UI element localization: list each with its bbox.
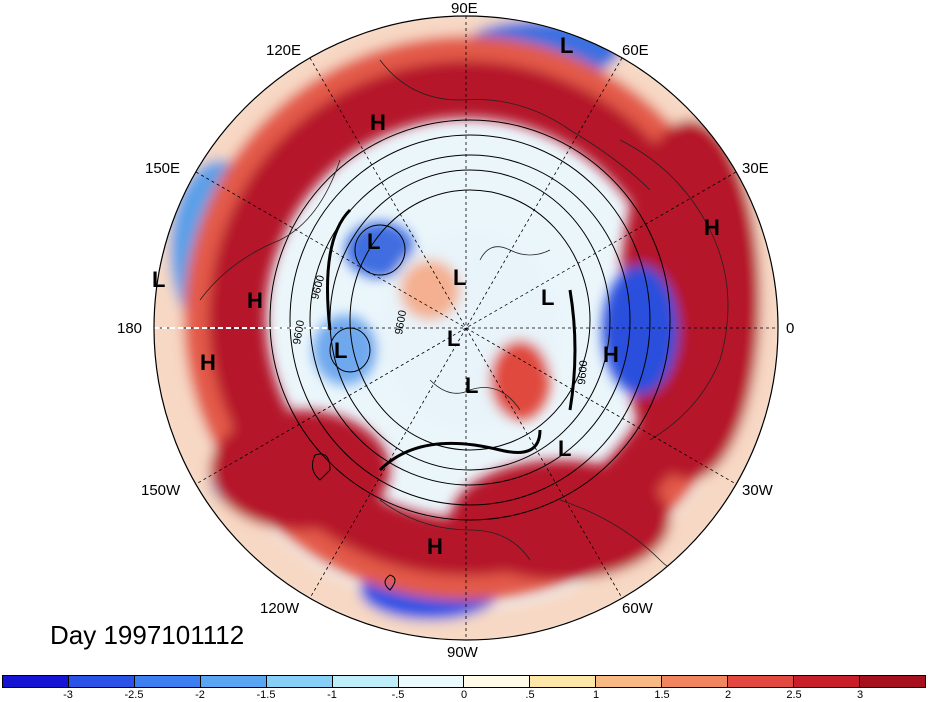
lon-label-180: 180 (117, 320, 143, 337)
pressure-high-label: H (370, 110, 386, 135)
lon-label-120e: 120E (266, 42, 302, 59)
colorbar-tick-label: -1.5 (256, 689, 276, 701)
colorbar-swatch (398, 676, 465, 687)
pressure-low-label: L (560, 33, 574, 58)
colorbar-swatch (728, 676, 795, 687)
date-label: Day 1997101112 (50, 620, 245, 650)
colorbar-tick-label: -.5 (391, 689, 405, 701)
pressure-high-label: H (247, 288, 263, 313)
colorbar-swatch (68, 676, 135, 687)
pressure-low-label: L (334, 338, 348, 363)
contour-label: 9600 (576, 360, 590, 385)
colorbar-swatch (200, 676, 267, 687)
lon-label-60e: 60E (622, 42, 649, 59)
colorbar-swatch (530, 676, 597, 687)
lon-label-150e: 150E (145, 160, 181, 177)
contour-label: 9600 (291, 319, 307, 345)
lon-label-120w: 120W (260, 600, 300, 617)
lon-label-30e: 30E (742, 160, 769, 177)
colorbar-tick-label: 1.5 (654, 689, 670, 701)
pressure-high-label: H (427, 534, 443, 559)
colorbar (2, 675, 926, 688)
lon-label-90w: 90W (447, 644, 478, 661)
colorbar-tick-label: -3 (63, 689, 73, 701)
lon-label-60w: 60W (622, 600, 653, 617)
colorbar-tick-label: 3 (856, 689, 864, 701)
pressure-high-label: H (603, 342, 619, 367)
jet-contours (326, 208, 577, 472)
pressure-low-label: L (558, 436, 572, 461)
colorbar-tick-label: .5 (525, 689, 535, 701)
colorbar-swatch (662, 676, 729, 687)
pressure-low-label: L (465, 373, 479, 398)
pressure-high-label: H (704, 215, 720, 240)
colorbar-tick-label: -2.5 (124, 689, 144, 701)
colorbar-tick-label: 1 (592, 689, 600, 701)
lon-label-0: 0 (786, 320, 795, 337)
anomaly-field (154, 16, 778, 640)
pressure-low-label: L (447, 326, 461, 351)
pressure-low-label: L (367, 229, 381, 254)
pressure-low-label: L (152, 267, 166, 292)
colorbar-tick-label: 2 (724, 689, 732, 701)
pressure-high-label: H (200, 350, 216, 375)
height-contours (269, 119, 671, 591)
colorbar-swatch (3, 676, 69, 687)
colorbar-tick-label: 0 (460, 689, 468, 701)
colorbar-swatch (332, 676, 399, 687)
pressure-low-label: L (541, 285, 555, 310)
pressure-low-label: L (453, 265, 467, 290)
map-boundary (153, 15, 779, 641)
colorbar-swatch (596, 676, 663, 687)
colorbar-tick-label: -1 (327, 689, 337, 701)
colorbar-swatch (266, 676, 333, 687)
colorbar-swatch (859, 676, 925, 687)
colorbar-tick-label: 2.5 (786, 689, 802, 701)
colorbar-swatch (794, 676, 860, 687)
lon-label-90e: 90E (451, 0, 478, 17)
colorbar-swatch (464, 676, 531, 687)
contour-label: 9600 (393, 309, 409, 335)
polar-map-canvas: 9600 9600 9600 9600 (153, 15, 779, 641)
colorbar-tick-label: -2 (195, 689, 205, 701)
lon-label-150w: 150W (141, 482, 181, 499)
lon-label-30w: 30W (742, 482, 773, 499)
colorbar-swatch (134, 676, 201, 687)
